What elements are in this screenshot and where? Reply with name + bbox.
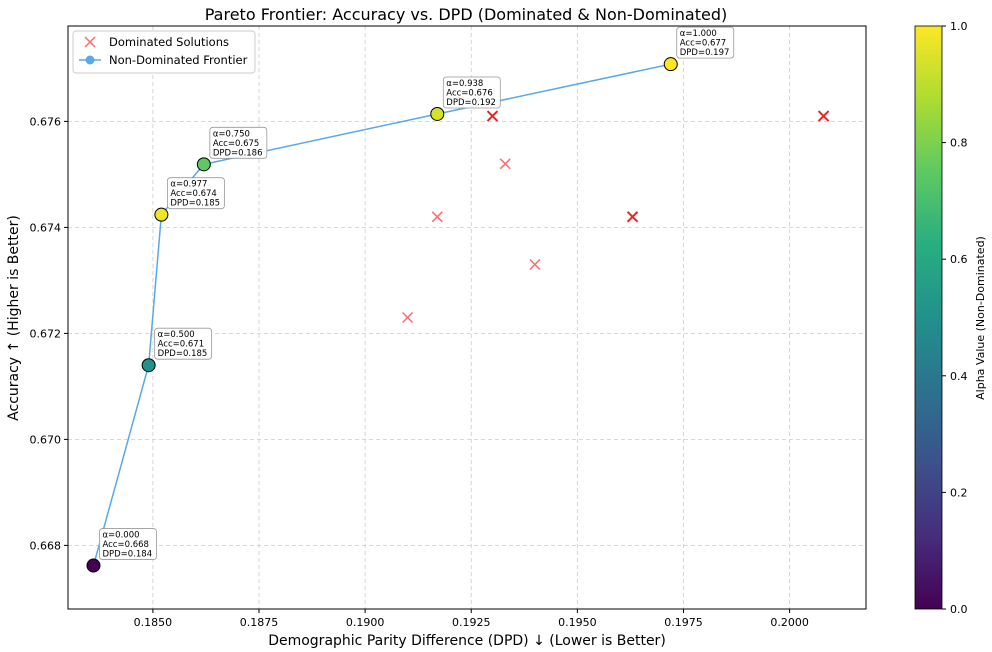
plot-frame [67,25,867,610]
annotation-text: Acc=0.677 [680,39,726,49]
colorbar: 0.0 0.2 0.4 0.6 0.8 1.0 Alpha Value (Non-Domi… [914,20,987,616]
frontier-point [663,57,678,72]
annotation-box [166,177,225,210]
y-tick-label: 0.676 [30,115,62,128]
y-axis: 0.668 0.670 0.672 0.674 0.676 [30,115,68,552]
dominated-point [817,110,830,122]
dominated-point [626,211,639,223]
annotation-text: Acc=0.668 [102,540,148,550]
dominated-point [529,258,541,271]
chart-title: Pareto Frontier: Accuracy vs. DPD (Domin… [205,5,728,24]
annotation-text: DPD=0.184 [102,550,152,560]
colorbar-ticks: 0.0 0.2 0.4 0.6 0.8 1.0 [942,20,968,616]
annotation-text: α=0.000 [102,531,139,541]
legend-box [72,30,256,74]
colorbar-tick-label: 1.0 [950,20,968,33]
annotation-text: Acc=0.671 [158,340,204,350]
annotation-text: DPD=0.186 [213,148,263,158]
y-tick-label: 0.668 [30,539,62,552]
annotation-text: α=1.000 [680,29,717,39]
legend-dominated-label: Dominated Solutions [109,35,229,49]
frontier-point [430,106,445,121]
annotation-text: α=0.750 [213,129,250,139]
x-tick-label: 0.2000 [770,616,809,629]
colorbar-tick-label: 0.2 [950,486,968,499]
x-tick-label: 0.1950 [558,616,597,629]
annotation-box [676,26,735,59]
annotation-box [442,76,501,109]
annotation-text: Acc=0.676 [446,88,492,98]
dominated-point-stroke [499,158,511,170]
x-axis-label: Demographic Parity Difference (DPD) ↓ (L… [268,633,666,649]
annotation-box [154,327,213,360]
y-tick-label: 0.674 [30,221,62,234]
dominated-point-stroke [486,110,499,122]
annotation-box [99,528,157,560]
dominated-point [499,158,511,170]
frontier-point [86,558,101,573]
frontier-line [92,63,671,566]
legend-frontier-label: Non-Dominated Frontier [109,53,248,67]
x-tick-label: 0.1900 [346,616,385,629]
annotation-text: Acc=0.674 [170,189,216,199]
legend: Dominated Solutions Non-Dominated Fronti… [72,30,256,74]
annotations: α=0.000Acc=0.668DPD=0.184α=0.500Acc=0.67… [99,26,735,560]
colorbar-tick-label: 0.0 [950,603,968,616]
x-tick-label: 0.1875 [240,616,279,629]
dominated-point [402,311,414,324]
annotation-text: DPD=0.185 [170,199,220,209]
colorbar-tick-label: 0.4 [950,370,968,383]
frontier-point [141,358,156,373]
colorbar-tick-label: 0.6 [950,253,968,266]
dominated-point-stroke [817,110,830,122]
annotation-text: α=0.977 [170,180,207,190]
y-axis-label: Accuracy ↑ (Higher is Better) [6,215,22,421]
annotation-text: DPD=0.197 [680,48,730,58]
x-tick-label: 0.1925 [452,616,491,629]
colorbar-tick-label: 0.8 [950,137,968,150]
y-tick-label: 0.672 [30,327,62,340]
annotation-text: DPD=0.192 [446,98,496,108]
frontier-point [154,207,169,222]
frontier-series [86,57,678,573]
dominated-point-stroke [402,311,414,324]
frontier-point [196,157,211,172]
annotation-text: Acc=0.675 [213,139,259,149]
dominated-point-stroke [626,211,639,223]
plot-area [86,57,830,573]
dominated-series [402,110,830,324]
x-tick-label: 0.1975 [664,616,703,629]
x-axis: 0.1850 0.1875 0.1900 0.1925 0.1950 0.1975 0.20… [134,609,809,629]
annotation-box [209,126,268,159]
dominated-point-stroke [529,258,541,271]
y-tick-label: 0.670 [30,433,62,446]
dominated-point [431,211,443,223]
dominated-point [486,110,499,122]
colorbar-label: Alpha Value (Non-Dominated) [974,236,987,400]
legend-frontier-icon [79,55,101,65]
annotation-text: DPD=0.185 [158,349,208,359]
x-tick-label: 0.1850 [134,616,173,629]
annotation-text: α=0.500 [158,330,195,340]
dominated-point-stroke [431,211,443,223]
annotation-text: α=0.938 [446,79,483,89]
colorbar-gradient [914,25,943,610]
grid [68,26,866,609]
legend-dominated-icon [84,36,96,48]
